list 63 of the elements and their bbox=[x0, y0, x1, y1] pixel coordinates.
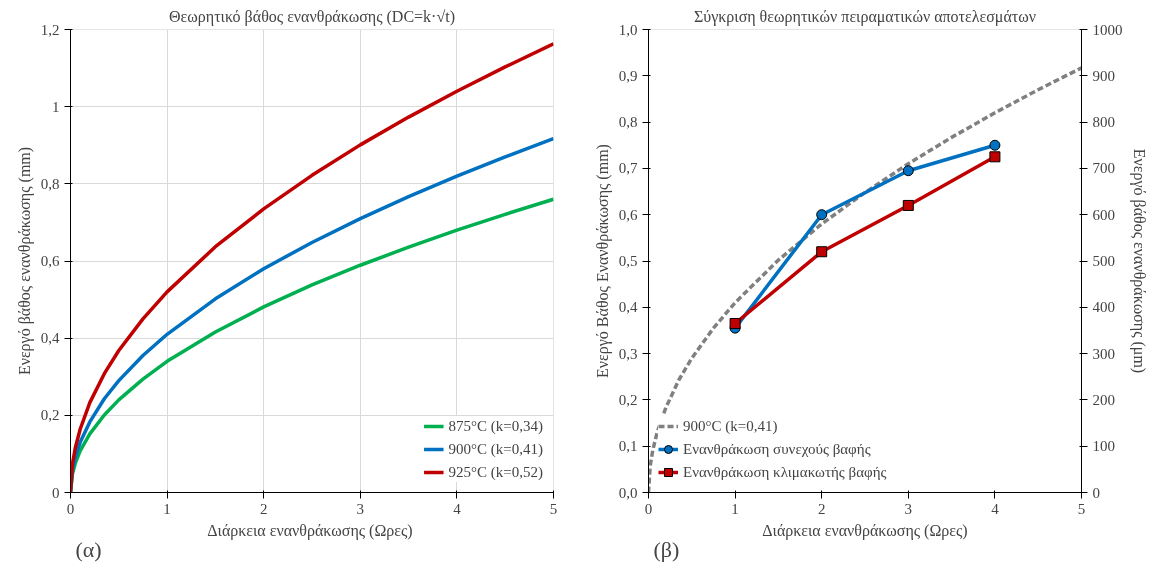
point bbox=[902, 165, 914, 177]
x-tick-label: 5 bbox=[1077, 500, 1086, 517]
text: (α) bbox=[75, 536, 102, 562]
x-axis-title: Διάρκεια ενανθράκωσης (Ωρες) bbox=[207, 521, 413, 540]
y-tick-label: 1,2 bbox=[40, 21, 60, 38]
legend-label: 925°C (k=0,52) bbox=[448, 463, 543, 481]
x-tick-label: 3 bbox=[356, 500, 365, 517]
y2-axis-title: Ενεργό βάθος ενανθράκωσης (μm) bbox=[1129, 148, 1148, 374]
chart-title: Θεωρητικό βάθος ενανθράκωσης (DC=k·√t) bbox=[169, 7, 455, 26]
y-tick-label: 0,4 bbox=[618, 299, 638, 316]
y-tick-label: 0,8 bbox=[618, 114, 638, 131]
y2-tick-label: 200 bbox=[1092, 391, 1115, 408]
y-tick-label: 0,2 bbox=[618, 391, 638, 408]
x-tick-label: 4 bbox=[991, 500, 1000, 517]
point bbox=[902, 199, 914, 211]
point bbox=[816, 209, 828, 221]
y2-tick-label: 800 bbox=[1092, 114, 1115, 131]
x-axis-title: Διάρκεια ενανθράκωσης (Ωρες) bbox=[762, 521, 968, 540]
legend-label: 875°C (k=0,34) bbox=[448, 417, 543, 435]
y2-tick-label: 0 bbox=[1092, 484, 1100, 501]
y-tick-label: 1,0 bbox=[618, 21, 638, 38]
y2-tick-label: 700 bbox=[1092, 160, 1115, 177]
point bbox=[816, 246, 828, 258]
y-tick-label: 0,0 bbox=[618, 484, 638, 501]
y2-tick-label: 900 bbox=[1092, 67, 1115, 84]
y-tick-label: 0,2 bbox=[40, 407, 60, 424]
y2-tick-label: 300 bbox=[1092, 345, 1115, 362]
chart-title: Σύγκριση θεωρητικών πειραματικών αποτελεσμάτων bbox=[693, 7, 1037, 26]
x-tick-label: 0 bbox=[66, 500, 75, 517]
y2-tick-label: 400 bbox=[1092, 299, 1115, 316]
legend-label: Ενανθράκωση κλιμακωτής βαφής bbox=[683, 463, 887, 481]
legend-label: Ενανθράκωση συνεχούς βαφής bbox=[683, 440, 871, 458]
x-tick-label: 2 bbox=[817, 500, 826, 517]
y-tick-label: 1 bbox=[52, 98, 60, 115]
point bbox=[729, 318, 741, 330]
x-tick-label: 1 bbox=[731, 500, 739, 517]
x-tick-label: 1 bbox=[163, 500, 171, 517]
x-tick-label: 0 bbox=[644, 500, 653, 517]
y2-tick-label: 1000 bbox=[1092, 21, 1123, 38]
point bbox=[989, 151, 1001, 163]
y-tick-label: 0,3 bbox=[618, 345, 638, 362]
y2-tick-label: 600 bbox=[1092, 206, 1115, 223]
x-tick-label: 3 bbox=[904, 500, 913, 517]
legend-label: 900°C (k=0,41) bbox=[448, 440, 543, 458]
y-tick-label: 0 bbox=[52, 484, 60, 501]
y-axis-title: Ενεργό βάθος ενανθράκωσης (mm) bbox=[15, 146, 34, 376]
x-tick-label: 5 bbox=[549, 500, 558, 517]
y-axis-title: Ενεργό Βάθος Ενανθράκωσης (mm) bbox=[593, 144, 612, 378]
y-tick-label: 0,6 bbox=[40, 253, 60, 269]
y-tick-label: 0,1 bbox=[618, 438, 638, 455]
x-tick-label: 4 bbox=[453, 500, 462, 517]
y-tick-label: 0,8 bbox=[40, 175, 60, 192]
y-tick-label: 0,7 bbox=[618, 160, 638, 177]
legend-label: 900°C (k=0,41) bbox=[683, 417, 778, 435]
y-tick-label: 0,6 bbox=[618, 206, 638, 223]
text: (β) bbox=[653, 536, 680, 562]
y2-tick-label: 100 bbox=[1092, 438, 1115, 455]
y2-tick-label: 500 bbox=[1092, 253, 1115, 269]
point bbox=[989, 139, 1001, 151]
y-tick-label: 0,5 bbox=[618, 253, 638, 269]
x-tick-label: 2 bbox=[259, 500, 268, 517]
y-tick-label: 0,9 bbox=[618, 67, 638, 84]
y-tick-label: 0,4 bbox=[40, 330, 60, 347]
